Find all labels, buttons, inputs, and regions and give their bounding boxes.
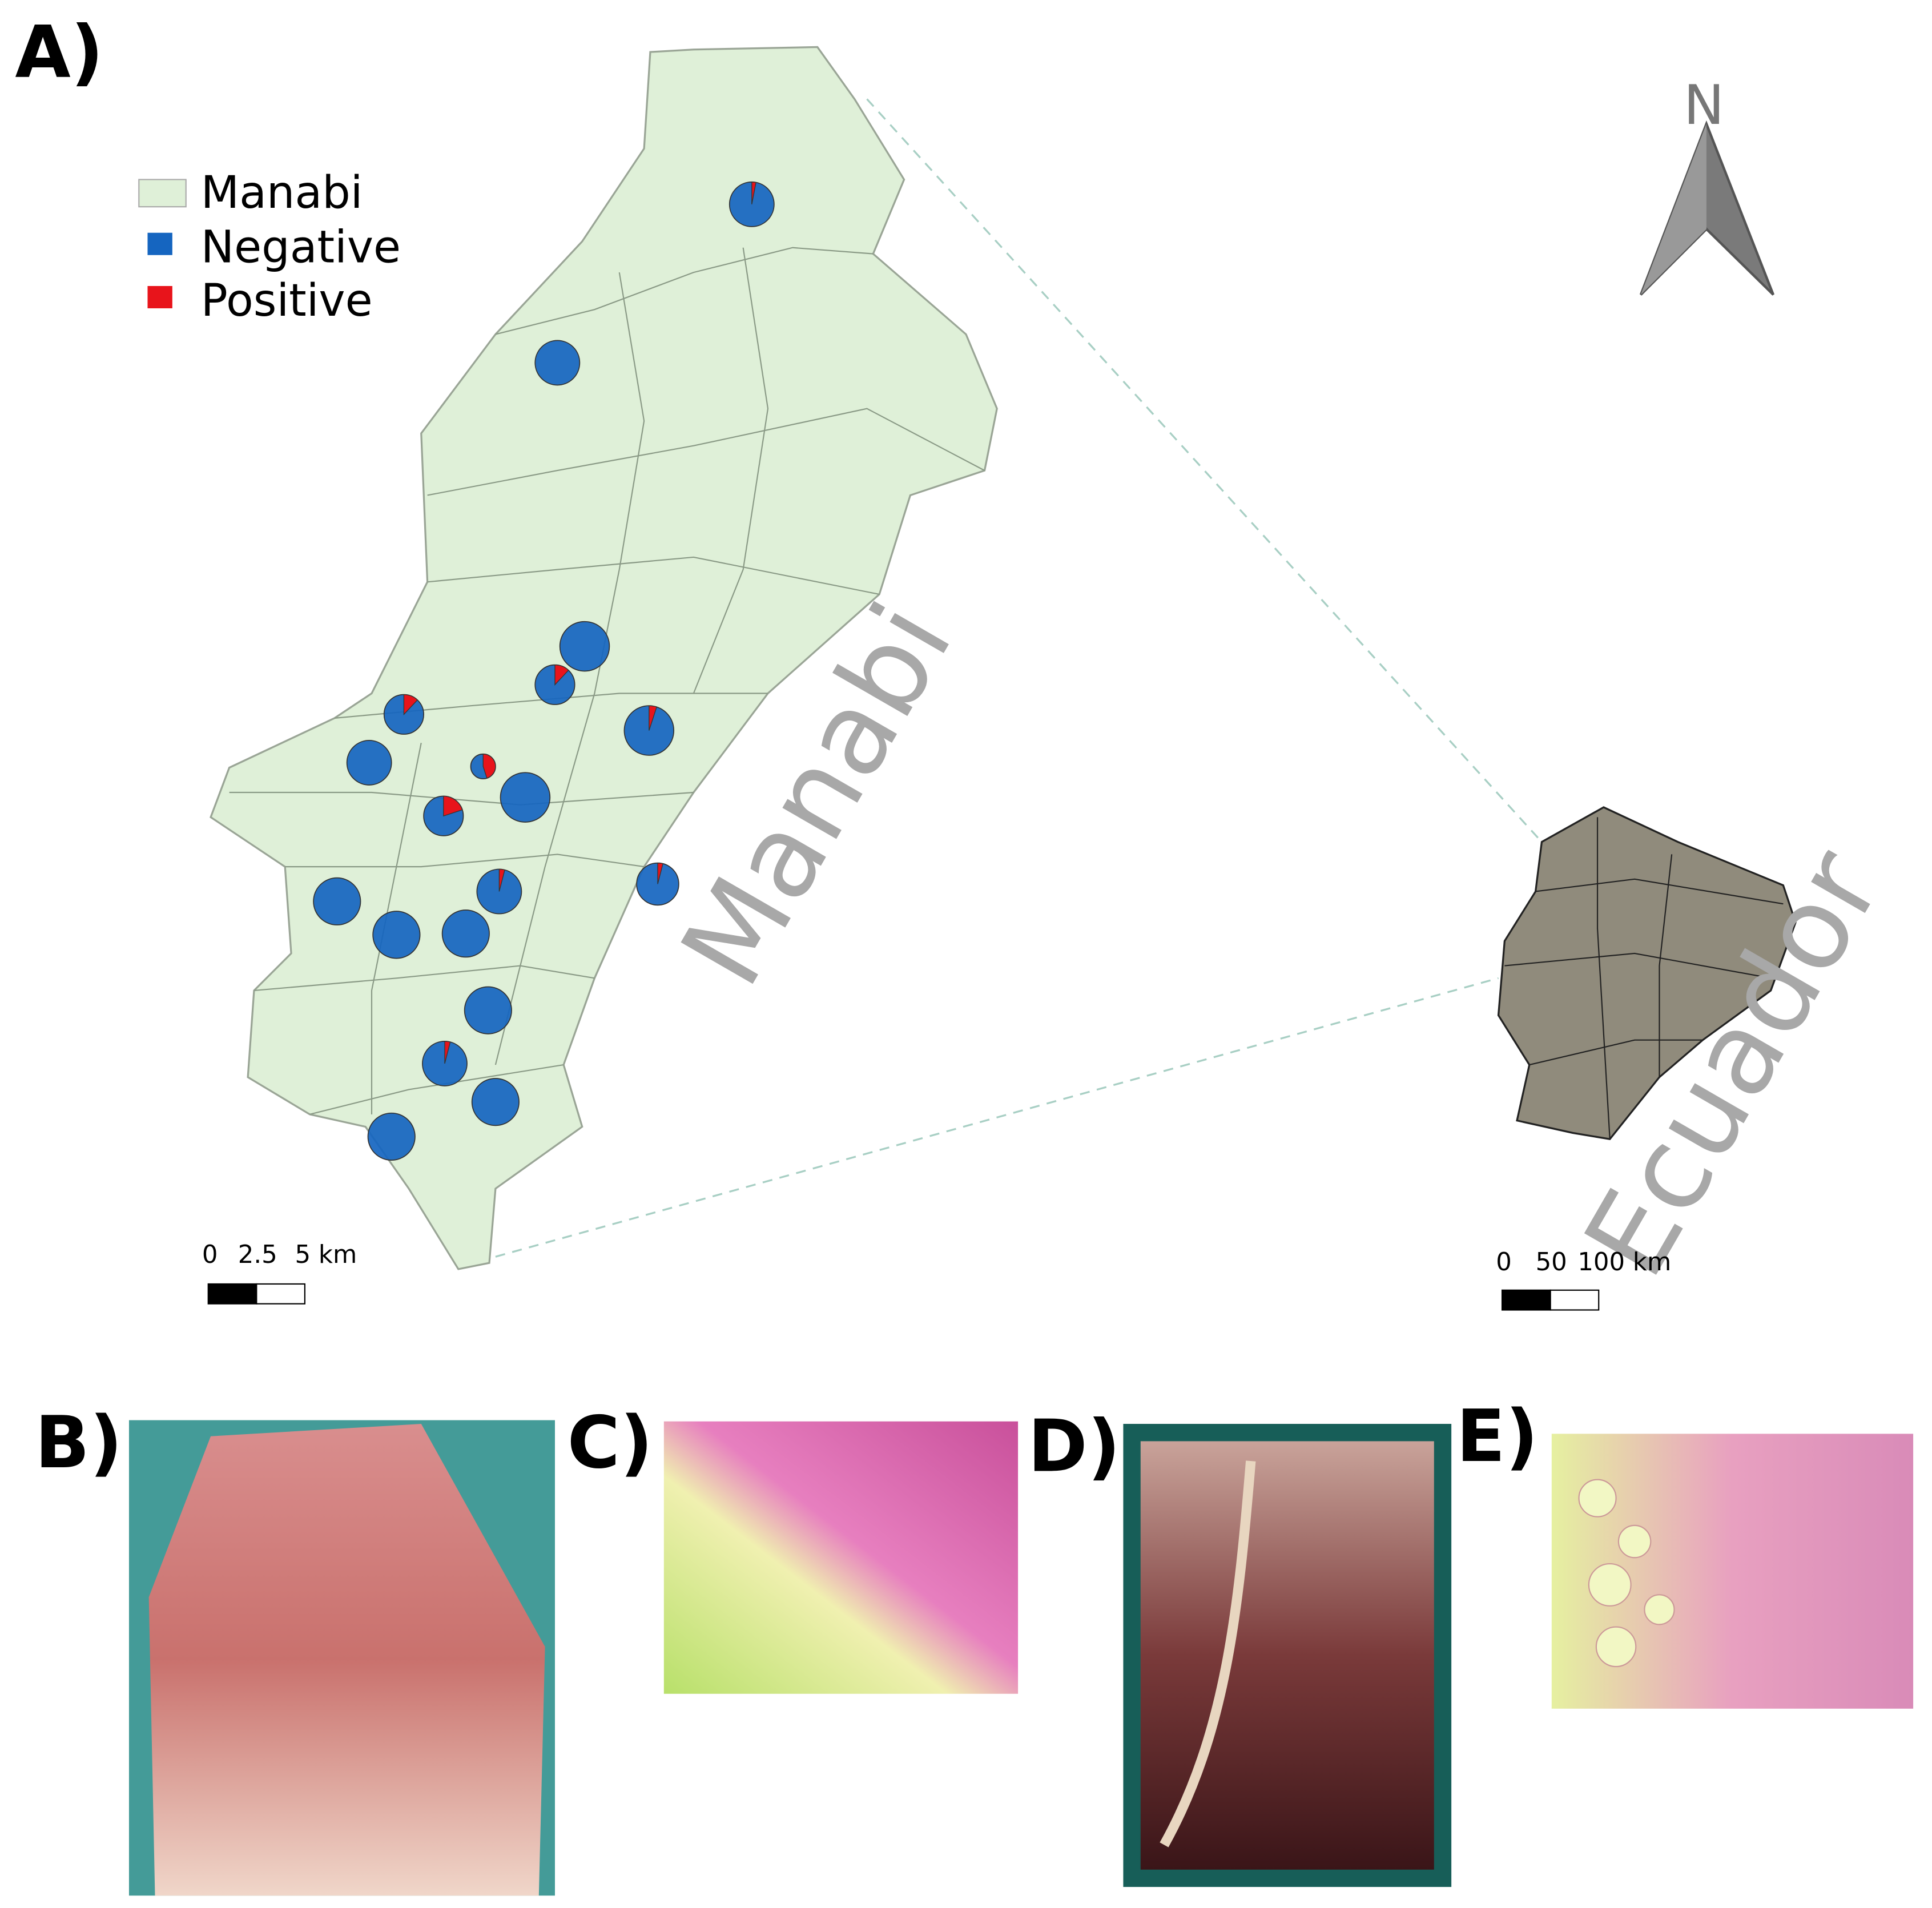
country-map — [1497, 806, 1797, 1140]
panel-label: E) — [1456, 1394, 1538, 1478]
scale-label: 2.5 — [238, 1241, 277, 1269]
north-label: N — [1684, 73, 1724, 137]
scale-bar — [207, 1283, 257, 1305]
pie-positive — [482, 754, 496, 779]
inset-line — [866, 98, 1543, 843]
pie-positive — [751, 182, 756, 204]
pie-positive — [657, 862, 663, 884]
legend-swatch — [147, 285, 172, 309]
pie-negative — [464, 986, 512, 1034]
pie-negative — [367, 1112, 416, 1161]
country-districts — [1504, 817, 1784, 1140]
legend-swatch — [138, 179, 187, 208]
pie-negative — [534, 340, 581, 386]
scale-label: 100 km — [1577, 1248, 1671, 1277]
pie-negative — [313, 877, 361, 925]
pie-positive — [444, 1041, 451, 1064]
photo-b-tissue — [148, 1424, 545, 1896]
pie-positive — [498, 868, 505, 892]
scale-label: 0 — [1496, 1248, 1512, 1277]
photo-d-vessel — [1160, 1460, 1256, 1847]
pie-positive — [403, 694, 418, 715]
photo-e-cells — [1578, 1479, 1675, 1668]
scale-bar — [1549, 1289, 1600, 1311]
north-arrow-shade — [1640, 123, 1706, 295]
scale-bar — [1501, 1289, 1551, 1311]
pie-negative — [500, 772, 551, 823]
legend-label: Positive — [201, 275, 373, 327]
panel-label: A) — [15, 10, 103, 94]
legend-swatch — [147, 232, 172, 255]
legend-label: Negative — [201, 222, 401, 273]
pie-positive — [443, 795, 463, 817]
inset-line — [495, 977, 1499, 1258]
panel-label: B) — [35, 1400, 122, 1484]
scale-label: 5 km — [295, 1241, 357, 1269]
pie-negative — [559, 621, 610, 672]
pie-negative — [441, 909, 490, 958]
pie-positive — [649, 705, 658, 731]
site-pies — [313, 181, 775, 1161]
panel-label: D) — [1028, 1404, 1120, 1488]
pie-negative — [346, 740, 392, 786]
pie-positive — [554, 664, 569, 686]
panel-label: C) — [567, 1400, 653, 1484]
pie-negative — [471, 1078, 520, 1126]
pie-negative — [372, 911, 421, 959]
scale-label: 50 — [1536, 1248, 1567, 1277]
legend-label: Manabi — [201, 167, 363, 219]
photo-c — [663, 1421, 1019, 1694]
scale-label: 0 — [202, 1241, 218, 1269]
scale-bar — [256, 1283, 305, 1305]
